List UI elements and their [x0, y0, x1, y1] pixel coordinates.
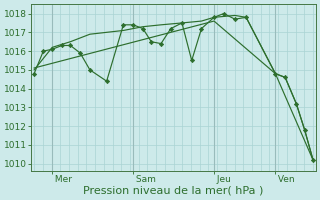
- X-axis label: Pression niveau de la mer( hPa ): Pression niveau de la mer( hPa ): [84, 186, 264, 196]
